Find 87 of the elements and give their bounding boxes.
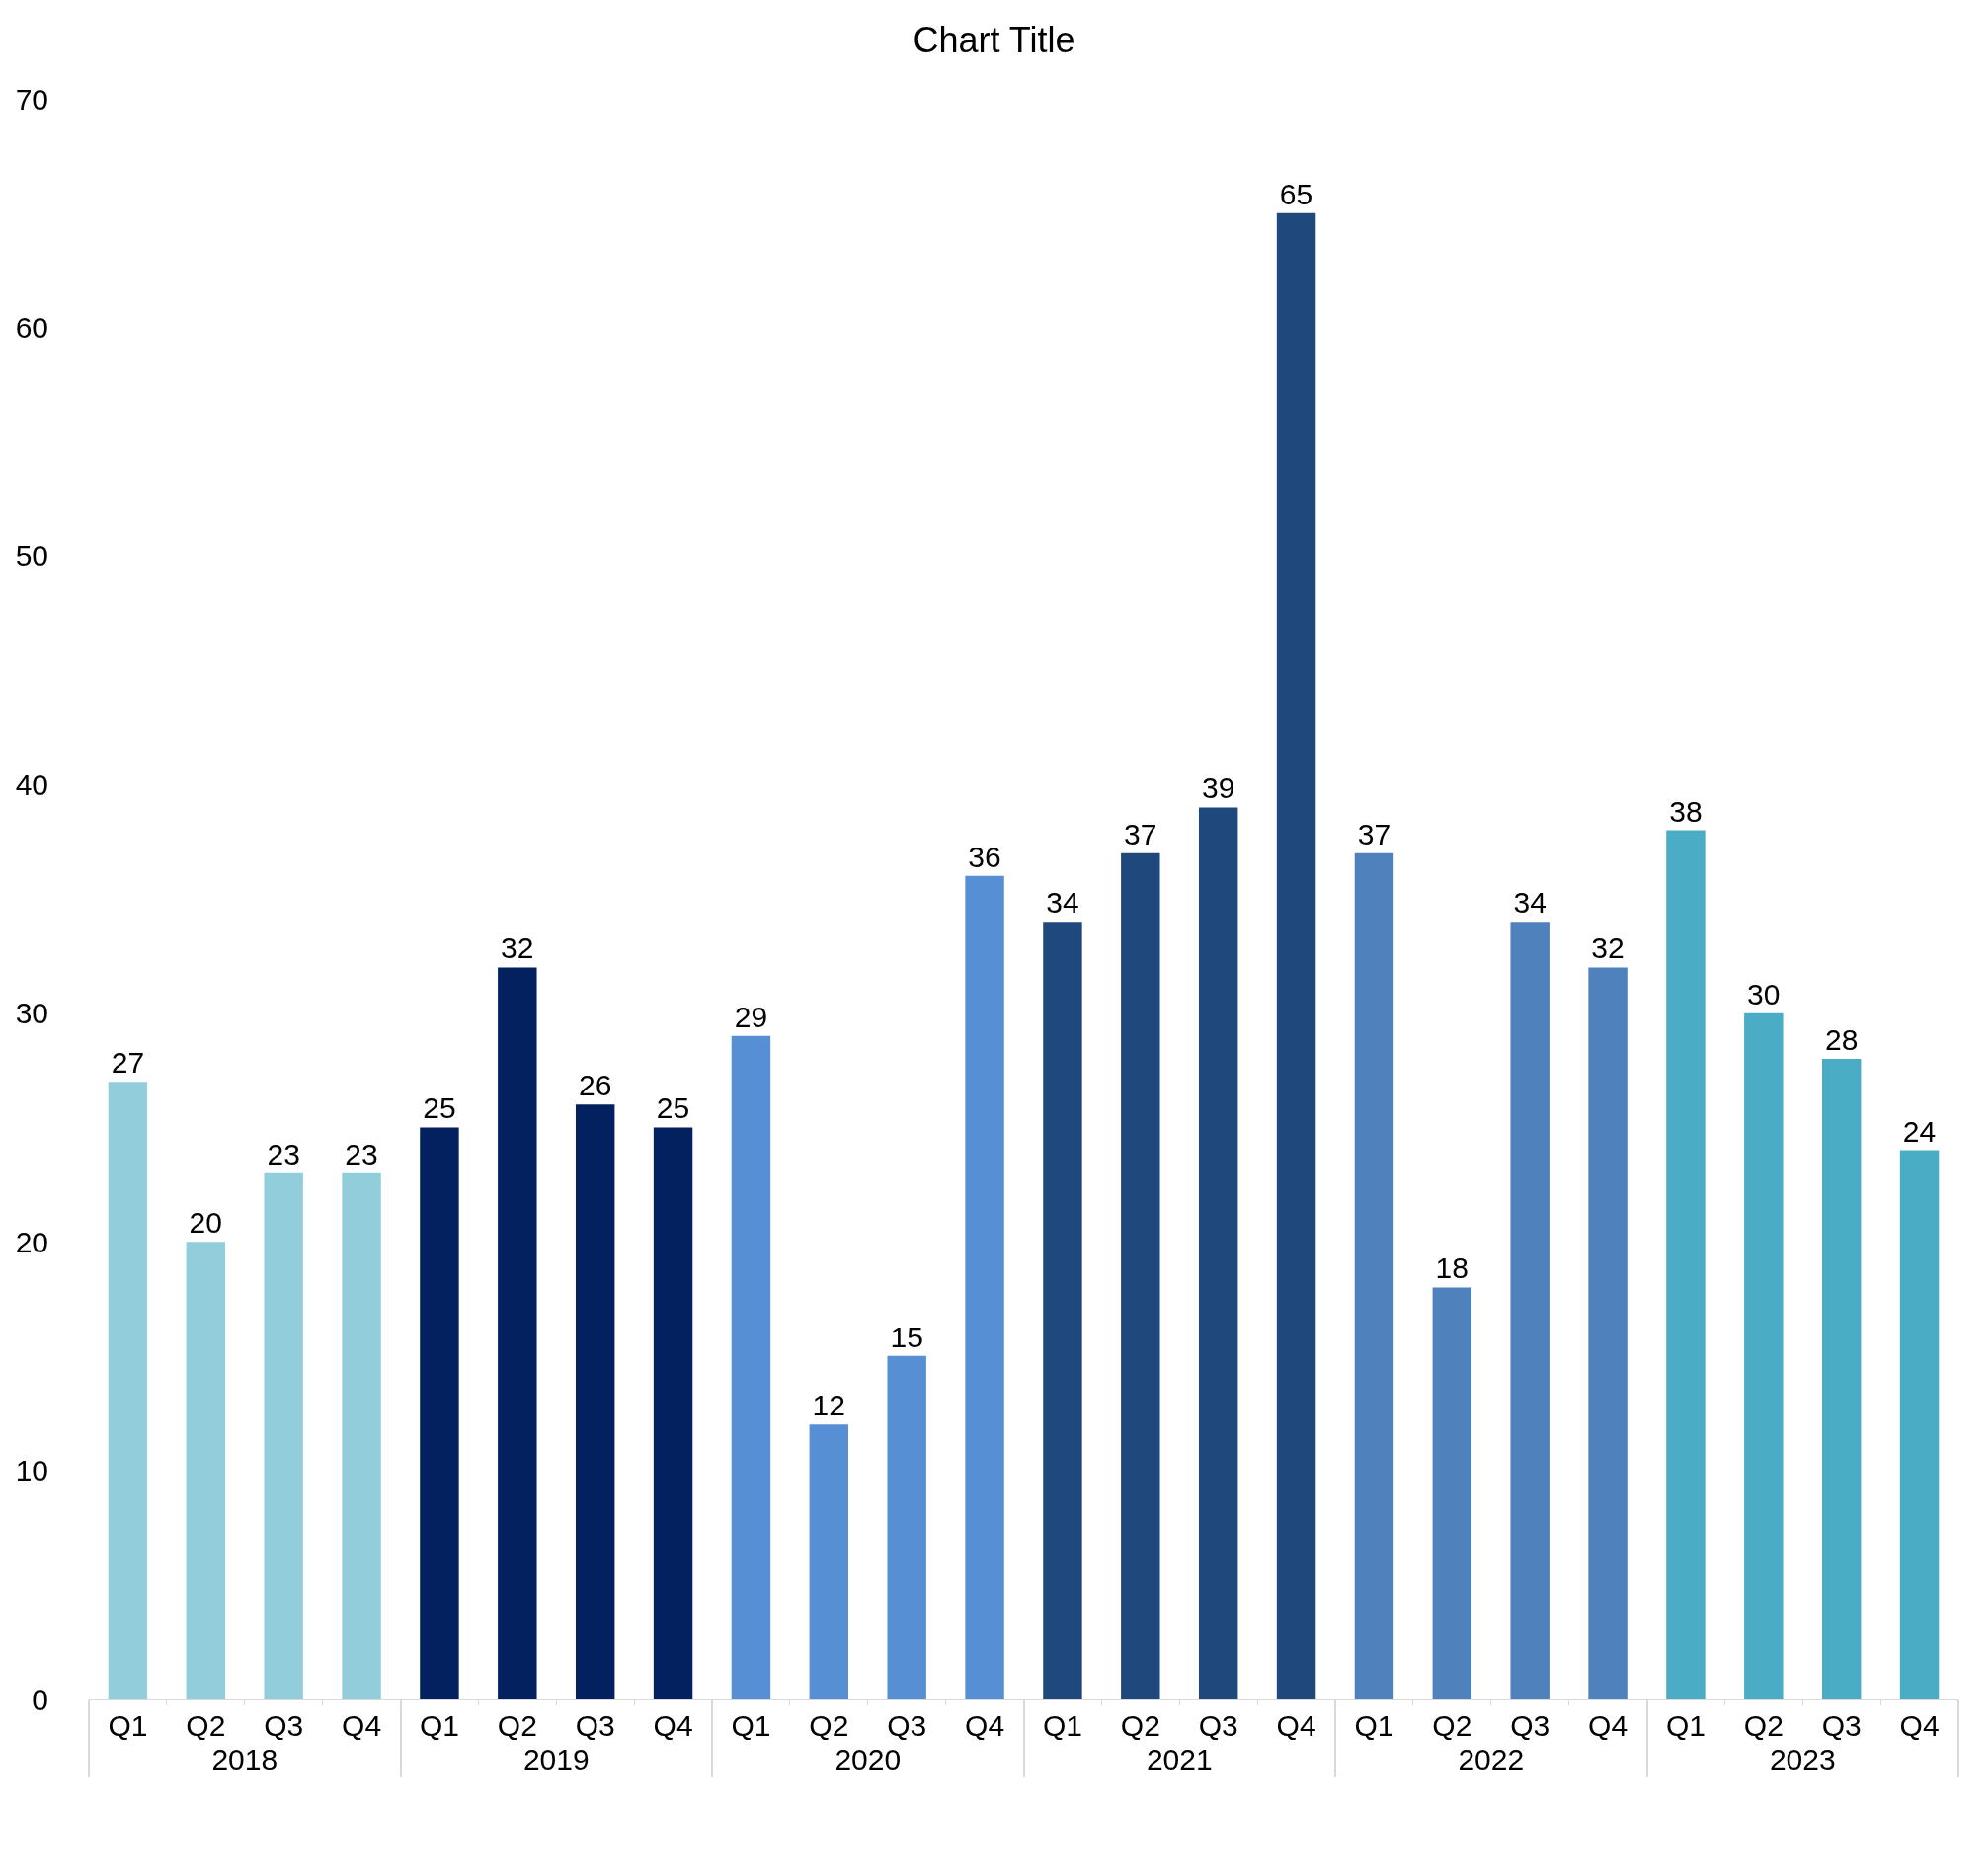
bar — [1043, 922, 1082, 1699]
y-tick-label: 50 — [15, 539, 48, 573]
data-label: 34 — [1046, 886, 1079, 920]
bar — [1510, 922, 1550, 1699]
x-tick-label: Q1 — [1042, 1709, 1082, 1741]
bar — [342, 1172, 381, 1699]
y-tick-label: 30 — [15, 997, 48, 1030]
bar — [965, 875, 1004, 1699]
bar — [1588, 967, 1628, 1699]
bar — [1276, 212, 1316, 1699]
data-label: 34 — [1513, 886, 1547, 920]
data-label: 28 — [1825, 1023, 1859, 1056]
x-tick-label: Q4 — [342, 1709, 382, 1741]
data-label: 12 — [812, 1389, 845, 1422]
y-tick-label: 20 — [15, 1225, 48, 1258]
x-tick-label: Q2 — [186, 1709, 226, 1741]
text: 2023 — [1769, 1743, 1836, 1776]
data-label: 30 — [1747, 977, 1781, 1010]
bar — [1744, 1012, 1784, 1699]
data-label: 27 — [111, 1046, 145, 1080]
bar — [108, 1082, 148, 1699]
bar — [809, 1424, 849, 1699]
bar — [1899, 1150, 1940, 1699]
data-label: 25 — [423, 1091, 456, 1125]
data-label: 38 — [1669, 794, 1703, 828]
data-label: 37 — [1357, 817, 1392, 850]
data-label: 25 — [656, 1091, 690, 1125]
y-tick-label: 0 — [32, 1682, 48, 1716]
text: 2019 — [522, 1743, 590, 1776]
bar — [1666, 830, 1706, 1699]
data-label: 26 — [579, 1069, 612, 1102]
x-tick-label: Q1 — [108, 1709, 148, 1741]
bar — [264, 1172, 303, 1699]
bar — [653, 1127, 693, 1699]
x-tick-label: Q3 — [1198, 1709, 1238, 1741]
bar — [575, 1104, 615, 1699]
bar — [1432, 1287, 1472, 1699]
x-tick-label: Q4 — [965, 1709, 1005, 1741]
data-label: 29 — [734, 1000, 768, 1033]
data-label: 32 — [501, 931, 534, 965]
bar — [186, 1242, 226, 1699]
data-label: 37 — [1124, 817, 1157, 850]
x-tick-label: Q2 — [1743, 1709, 1784, 1741]
bar — [420, 1127, 459, 1699]
bar — [1121, 852, 1160, 1699]
bar — [731, 1035, 771, 1699]
y-tick-label: 40 — [15, 767, 48, 801]
x-tick-label: Q4 — [1899, 1709, 1940, 1741]
data-label: 32 — [1591, 931, 1625, 965]
text: 2021 — [1146, 1743, 1213, 1776]
y-tick-label: 60 — [15, 310, 48, 344]
x-tick-label: Q3 — [264, 1709, 304, 1741]
bar — [1354, 852, 1394, 1699]
data-label: 20 — [189, 1206, 222, 1240]
data-label: 23 — [345, 1137, 378, 1171]
x-tick-label: Q4 — [1588, 1709, 1629, 1741]
text: 2020 — [835, 1743, 902, 1776]
x-tick-label: Q1 — [731, 1709, 771, 1741]
text: 2018 — [211, 1743, 278, 1776]
data-label: 18 — [1435, 1251, 1469, 1285]
x-tick-label: Q1 — [419, 1709, 459, 1741]
bar — [1198, 807, 1238, 1699]
data-label: 23 — [267, 1137, 300, 1171]
text: 2022 — [1458, 1743, 1525, 1776]
x-tick-label: Q1 — [1354, 1709, 1394, 1741]
data-label: 15 — [890, 1320, 923, 1353]
data-label: 36 — [968, 840, 1001, 873]
x-tick-label: Q2 — [1432, 1709, 1472, 1741]
x-tick-label: Q2 — [1120, 1709, 1160, 1741]
x-tick-label: Q2 — [497, 1709, 537, 1741]
bar — [498, 967, 537, 1699]
x-tick-label: Q3 — [887, 1709, 927, 1741]
bar — [1821, 1059, 1862, 1699]
y-tick-label: 70 — [15, 82, 48, 116]
x-tick-label: Q3 — [575, 1709, 615, 1741]
y-tick-label: 10 — [15, 1454, 48, 1488]
x-tick-label: Q4 — [1276, 1709, 1316, 1741]
x-tick-label: Q1 — [1665, 1709, 1706, 1741]
x-tick-label: Q2 — [809, 1709, 849, 1741]
data-label: 65 — [1279, 177, 1313, 210]
x-tick-label: Q3 — [1510, 1709, 1551, 1741]
x-tick-label: Q3 — [1821, 1709, 1862, 1741]
chart-title: Chart Title — [913, 20, 1075, 61]
x-tick-label: Q4 — [653, 1709, 693, 1741]
data-label: 24 — [1902, 1114, 1937, 1148]
bar — [887, 1355, 926, 1699]
data-label: 39 — [1202, 771, 1235, 805]
